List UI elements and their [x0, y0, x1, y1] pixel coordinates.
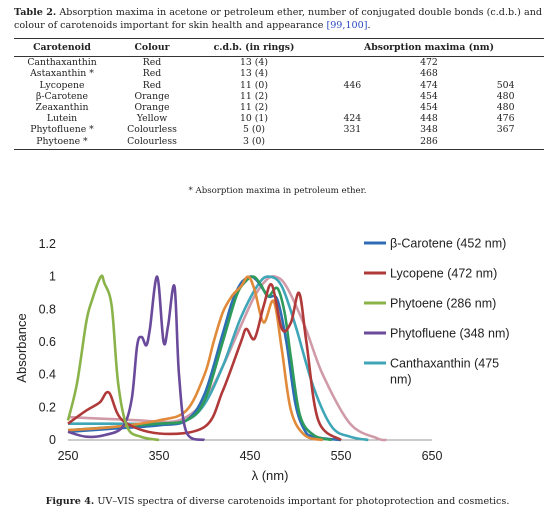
table-citation-link[interactable]: [99,100] [326, 20, 368, 31]
table-row: β-Carotene Orange 11 (2) 454 480 [14, 91, 544, 102]
y-tick-label: 0.2 [39, 400, 56, 414]
table-cell: 504 [496, 79, 515, 91]
table-cell: 454 [420, 102, 438, 114]
table-cell: 11 (2) [240, 102, 268, 114]
y-tick-label: 1 [49, 270, 56, 284]
table-cell: 472 [420, 57, 438, 69]
table-cell: 448 [420, 113, 438, 125]
legend-label: Phytofluene (348 nm) [390, 327, 510, 341]
table-cell: 446 [343, 79, 362, 91]
table-cell: 331 [343, 124, 362, 136]
legend-label: β-Carotene (452 nm) [390, 237, 506, 251]
table-cell: 13 (4) [240, 68, 268, 80]
carotenoid-table: Carotenoid Colour c.d.b. (in rings) Abso… [14, 37, 544, 150]
table-cell: Orange [134, 90, 170, 102]
x-axis-label: λ (nm) [252, 468, 289, 483]
header-cdb: c.d.b. (in rings) [194, 37, 314, 58]
table-cell: Colourless [127, 124, 177, 136]
table-row: Lutein Yellow 10 (1) 424 448 476 [14, 113, 544, 124]
spectrum-line [67, 275, 324, 442]
table-cell [314, 102, 391, 113]
chart-axes: 250 350 450 550 650 0 0.2 0.4 0.6 0.8 1 1.2 λ (nm) Ab… [14, 237, 442, 483]
table-cell [467, 135, 544, 150]
y-tick-label: 1.2 [39, 237, 56, 251]
table-row: Astaxanthin * Red 13 (4) 468 [14, 68, 544, 79]
table-cell [467, 68, 544, 79]
header-colour: Colour [110, 37, 194, 58]
spectrum-line [67, 275, 333, 442]
header-absorption-maxima: Absorption maxima (nm) [314, 37, 544, 58]
x-tick-label: 650 [422, 449, 443, 463]
table-cell: Colourless [110, 135, 194, 150]
table-cell: Yellow [136, 113, 168, 125]
table-cell: Phytofluene * [30, 124, 94, 136]
table-cell: 480 [496, 102, 515, 114]
table-cell: 474 [420, 79, 438, 91]
y-axis-label: Absorbance [14, 313, 29, 382]
table-cell: 424 [343, 113, 362, 125]
table-cell: 3 (0) [194, 135, 314, 150]
table-cell: Phytoene * [14, 135, 110, 150]
table-cell: 5 (0) [242, 124, 266, 136]
table-row: Phytofluene * Colourless 5 (0) 331 348 367 [14, 124, 544, 135]
table-cell: 13 (4) [240, 57, 268, 69]
x-tick-label: 350 [149, 449, 170, 463]
table-cell: Lycopene [39, 79, 85, 91]
figure-label: Figure 4. [45, 496, 95, 507]
table-cell: 476 [496, 113, 515, 125]
y-tick-label: 0.8 [39, 302, 56, 316]
table-cell [314, 57, 391, 69]
table-cell: 367 [496, 124, 515, 136]
table-cell: 11 (0) [240, 79, 268, 91]
y-tick-label: 0.4 [39, 368, 56, 382]
x-tick-label: 550 [331, 449, 352, 463]
table-row: Lycopene Red 11 (0) 446 474 504 [14, 80, 544, 91]
table-caption: Table 2. Absorption maxima in acetone or… [14, 7, 543, 31]
chart-legend: β-Carotene (452 nm) Lycopene (472 nm) Phyt… [364, 237, 510, 387]
table-cell: Red [142, 79, 162, 91]
legend-label: Lycopene (472 nm) [390, 267, 497, 281]
x-tick-label: 250 [58, 449, 79, 463]
table-cell: 454 [420, 90, 438, 102]
table-cell: 11 (2) [240, 90, 268, 102]
table-cell [314, 91, 391, 102]
table-cell [314, 135, 391, 150]
legend-label: Canthaxanthin (475 nm) [390, 357, 499, 387]
y-tick-label: 0 [49, 433, 56, 447]
y-tick-label: 0.6 [39, 335, 56, 349]
table-cell: Lutein [46, 113, 78, 125]
spectrum-line [67, 274, 387, 442]
table-cell [467, 57, 544, 69]
legend-label: Phytoene (286 nm) [390, 297, 496, 311]
header-carotenoid: Carotenoid [14, 37, 110, 58]
table-label: Table 2. [14, 7, 57, 18]
table-cell: Astaxanthin * [30, 68, 94, 80]
table-cell: Canthaxanthin [27, 57, 97, 69]
spectrum-line [67, 282, 342, 442]
chart-curves [66, 274, 387, 442]
table-caption-text: Absorption maxima in acetone or petroleu… [14, 7, 543, 31]
uv-vis-spectra-chart: 250 350 450 550 650 0 0.2 0.4 0.6 0.8 1 1.2 λ (nm) Ab… [14, 237, 510, 484]
table-cell: Red [142, 57, 162, 69]
table-cell: 10 (1) [240, 113, 268, 125]
table-cell: Red [142, 68, 162, 80]
spectrum-line [66, 274, 160, 442]
table-row: Zeaxanthin Orange 11 (2) 454 480 [14, 102, 544, 113]
table-cell: 348 [420, 124, 438, 136]
table-cell [314, 68, 391, 79]
table-cell: Zeaxanthin [35, 102, 89, 114]
table-cell: 286 [390, 135, 468, 150]
table-header-row: Carotenoid Colour c.d.b. (in rings) Abso… [14, 37, 544, 58]
table-cell: β-Carotene [36, 90, 88, 102]
table-row: Canthaxanthin Red 13 (4) 472 [14, 57, 544, 69]
figure-caption: Figure 4. UV–VIS spectra of diverse caro… [0, 496, 555, 507]
table-cell: 468 [420, 68, 438, 80]
figure-caption-text: UV–VIS spectra of diverse carotenoids im… [97, 496, 510, 507]
table-row: Phytoene * Colourless 3 (0) 286 [14, 135, 544, 150]
x-tick-label: 450 [240, 449, 261, 463]
table-cell: 480 [496, 90, 515, 102]
spectrum-line [67, 275, 206, 442]
table-footnote: * Absorption maxima in petroleum ether. [188, 186, 367, 196]
table-cell: Orange [134, 102, 170, 114]
